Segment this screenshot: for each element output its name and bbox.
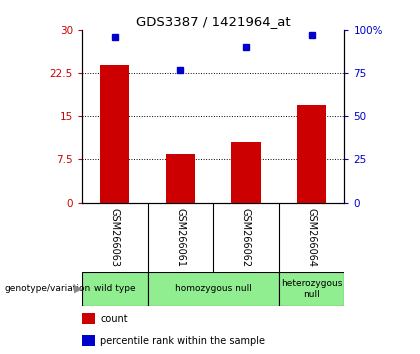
Text: percentile rank within the sample: percentile rank within the sample [100, 336, 265, 346]
Title: GDS3387 / 1421964_at: GDS3387 / 1421964_at [136, 15, 291, 28]
Bar [100, 64, 129, 202]
Bar [165, 154, 195, 202]
Text: count: count [100, 314, 128, 324]
Bar [82, 272, 147, 306]
Bar [82, 335, 95, 346]
Text: genotype/variation: genotype/variation [4, 284, 90, 293]
Text: GSM266062: GSM266062 [241, 207, 251, 267]
Text: heterozygous
null: heterozygous null [281, 279, 342, 298]
Text: GSM266063: GSM266063 [110, 207, 120, 267]
Bar [231, 142, 261, 202]
Bar [279, 272, 344, 306]
Bar [82, 313, 95, 324]
Text: homozygous null: homozygous null [175, 284, 252, 293]
Text: GSM266064: GSM266064 [307, 207, 317, 267]
Bar [147, 272, 279, 306]
Text: GSM266061: GSM266061 [175, 207, 185, 267]
Bar [297, 105, 326, 202]
Text: wild type: wild type [94, 284, 136, 293]
Text: ▶: ▶ [74, 284, 82, 294]
